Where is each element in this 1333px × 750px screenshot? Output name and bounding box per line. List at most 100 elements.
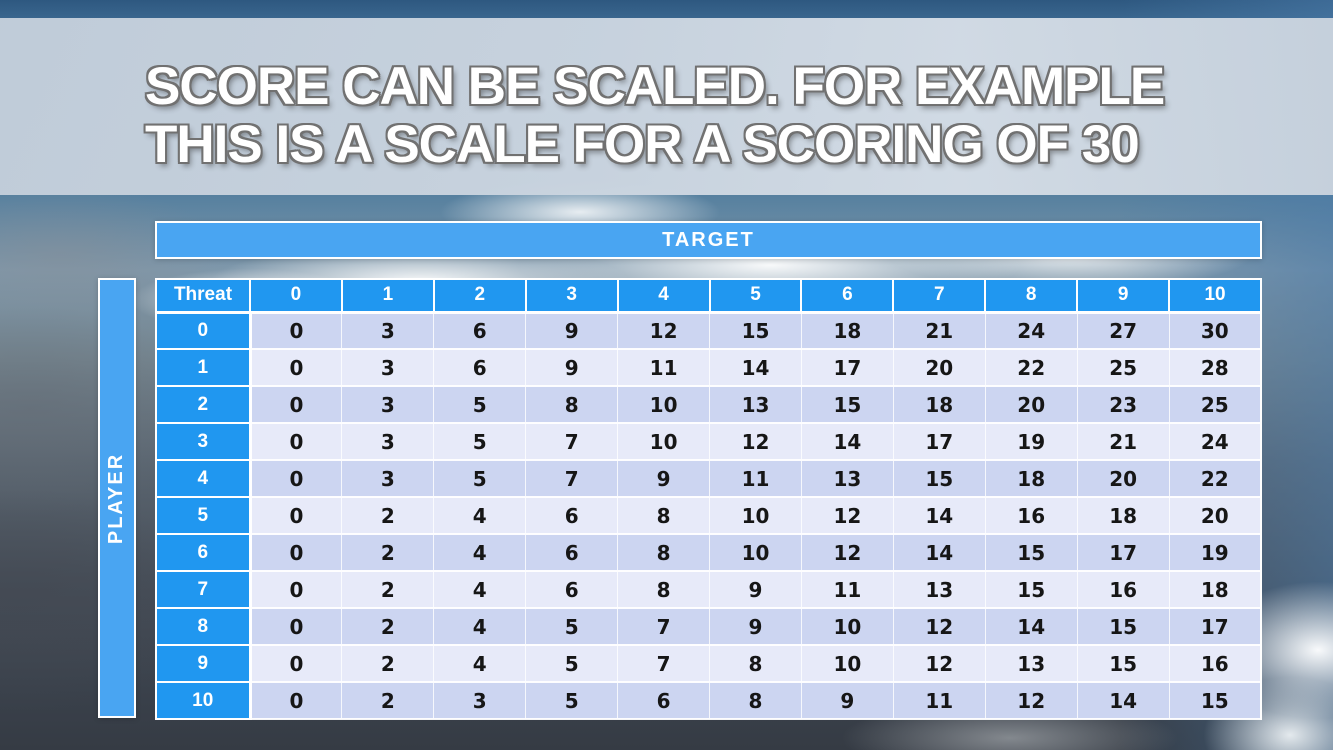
row-header: 7: [155, 570, 252, 609]
matrix-cell: 2: [341, 607, 435, 646]
matrix-cell: 25: [1169, 385, 1262, 424]
matrix-cell: 8: [617, 570, 711, 609]
scoring-matrix-table: Threat 0 1 2 3 4 5 6 7 8 9 10 0 0 3 6 9 12 15 18 21 24 27 30 1 0…: [155, 278, 1262, 720]
matrix-cell: 17: [1169, 607, 1262, 646]
matrix-cell: 9: [617, 459, 711, 498]
matrix-row: 9 0 2 4 5 7 8 10 12 13 15 16: [155, 644, 1262, 683]
matrix-cell: 3: [433, 681, 527, 720]
matrix-cell: 15: [1077, 607, 1170, 646]
matrix-cell: 21: [1077, 422, 1170, 461]
matrix-cell: 9: [709, 570, 802, 609]
column-header: 4: [616, 278, 711, 314]
row-header: 8: [155, 607, 252, 646]
matrix-cell: 9: [709, 607, 802, 646]
matrix-cell: 28: [1169, 348, 1262, 387]
matrix-cell: 6: [617, 681, 711, 720]
matrix-cell: 5: [525, 644, 619, 683]
matrix-cell: 4: [433, 570, 527, 609]
matrix-cell: 17: [801, 348, 894, 387]
matrix-cell: 17: [1077, 533, 1170, 572]
matrix-cell: 6: [525, 533, 619, 572]
matrix-cell: 0: [250, 422, 343, 461]
column-header: 8: [984, 278, 1079, 314]
matrix-body: 0 0 3 6 9 12 15 18 21 24 27 30 1 0 3 6 9 11 14 17 20 22 25 28 2 0…: [155, 311, 1262, 720]
matrix-cell: 3: [341, 348, 435, 387]
matrix-cell: 10: [617, 385, 711, 424]
corner-header-threat: Threat: [155, 278, 251, 314]
matrix-cell: 15: [985, 570, 1078, 609]
column-header: 6: [800, 278, 895, 314]
column-header: 5: [708, 278, 803, 314]
matrix-cell: 2: [341, 496, 435, 535]
matrix-cell: 15: [709, 311, 802, 350]
matrix-cell: 17: [893, 422, 986, 461]
matrix-cell: 0: [250, 348, 343, 387]
matrix-cell: 18: [801, 311, 894, 350]
matrix-cell: 12: [985, 681, 1078, 720]
matrix-cell: 3: [341, 422, 435, 461]
matrix-cell: 8: [709, 644, 802, 683]
matrix-row: 5 0 2 4 6 8 10 12 14 16 18 20: [155, 496, 1262, 535]
row-header: 2: [155, 385, 252, 424]
matrix-cell: 14: [893, 533, 986, 572]
matrix-cell: 0: [250, 459, 343, 498]
matrix-cell: 2: [341, 570, 435, 609]
matrix-cell: 12: [893, 644, 986, 683]
matrix-cell: 19: [985, 422, 1078, 461]
matrix-cell: 14: [709, 348, 802, 387]
matrix-cell: 12: [709, 422, 802, 461]
matrix-cell: 4: [433, 496, 527, 535]
matrix-cell: 11: [893, 681, 986, 720]
matrix-header-row: Threat 0 1 2 3 4 5 6 7 8 9 10: [155, 278, 1262, 314]
matrix-cell: 0: [250, 385, 343, 424]
matrix-cell: 8: [709, 681, 802, 720]
matrix-cell: 6: [525, 570, 619, 609]
matrix-row: 8 0 2 4 5 7 9 10 12 14 15 17: [155, 607, 1262, 646]
matrix-cell: 5: [433, 459, 527, 498]
matrix-cell: 14: [1077, 681, 1170, 720]
column-header: 7: [892, 278, 987, 314]
matrix-row: 6 0 2 4 6 8 10 12 14 15 17 19: [155, 533, 1262, 572]
matrix-cell: 10: [801, 644, 894, 683]
matrix-header: Threat 0 1 2 3 4 5 6 7 8 9 10: [155, 278, 1262, 314]
matrix-cell: 5: [433, 385, 527, 424]
matrix-cell: 8: [617, 533, 711, 572]
matrix-row: 7 0 2 4 6 8 9 11 13 15 16 18: [155, 570, 1262, 609]
matrix-cell: 13: [985, 644, 1078, 683]
matrix-cell: 30: [1169, 311, 1262, 350]
matrix-cell: 13: [893, 570, 986, 609]
matrix-row: 3 0 3 5 7 10 12 14 17 19 21 24: [155, 422, 1262, 461]
matrix-cell: 15: [1169, 681, 1262, 720]
matrix-cell: 9: [801, 681, 894, 720]
matrix-cell: 15: [801, 385, 894, 424]
matrix-cell: 8: [525, 385, 619, 424]
matrix-cell: 18: [893, 385, 986, 424]
title-line-2: THIS IS A SCALE FOR A SCORING OF 30: [145, 115, 1140, 174]
matrix-cell: 20: [893, 348, 986, 387]
row-header: 5: [155, 496, 252, 535]
matrix-cell: 13: [709, 385, 802, 424]
row-header: 1: [155, 348, 252, 387]
matrix-cell: 9: [525, 348, 619, 387]
matrix-row: 1 0 3 6 9 11 14 17 20 22 25 28: [155, 348, 1262, 387]
matrix-cell: 2: [341, 644, 435, 683]
matrix-cell: 18: [985, 459, 1078, 498]
matrix-cell: 3: [341, 459, 435, 498]
matrix-cell: 12: [617, 311, 711, 350]
column-header: 1: [340, 278, 435, 314]
matrix-cell: 10: [801, 607, 894, 646]
matrix-cell: 22: [985, 348, 1078, 387]
matrix-cell: 16: [1169, 644, 1262, 683]
matrix-cell: 6: [433, 348, 527, 387]
matrix-row: 2 0 3 5 8 10 13 15 18 20 23 25: [155, 385, 1262, 424]
matrix-cell: 9: [525, 311, 619, 350]
matrix-cell: 7: [617, 644, 711, 683]
matrix-row: 10 0 2 3 5 6 8 9 11 12 14 15: [155, 681, 1262, 720]
matrix-cell: 20: [1077, 459, 1170, 498]
matrix-cell: 4: [433, 607, 527, 646]
matrix-cell: 10: [709, 533, 802, 572]
matrix-cell: 15: [1077, 644, 1170, 683]
row-header: 6: [155, 533, 252, 572]
matrix-cell: 22: [1169, 459, 1262, 498]
